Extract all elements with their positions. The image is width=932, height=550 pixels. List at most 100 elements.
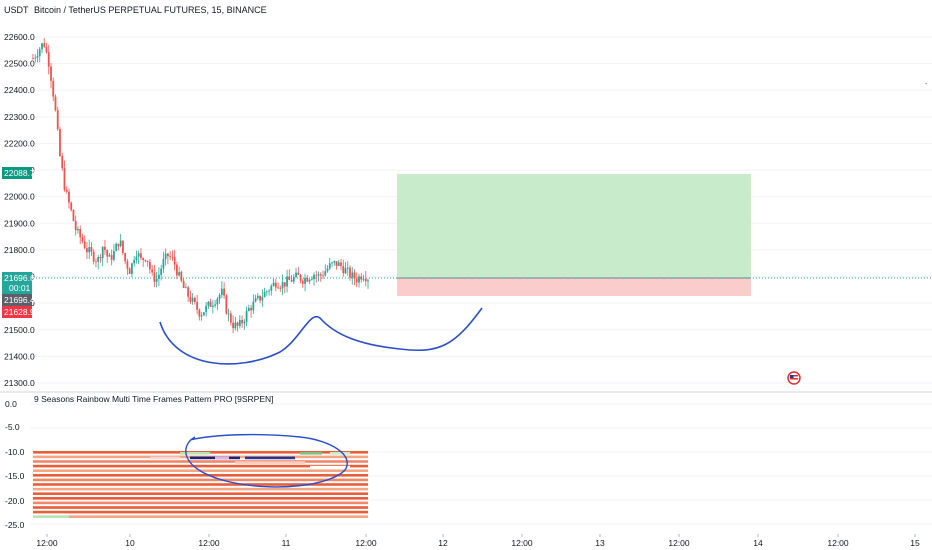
candle-body (331, 262, 333, 264)
candle-body (281, 282, 284, 289)
candle-body (205, 305, 208, 313)
candle-body (310, 279, 313, 280)
candle-body (196, 301, 199, 310)
candle-body (162, 259, 165, 269)
price-tick: 22200.0 (4, 138, 35, 148)
entry-price-label: 21696.4 (2, 294, 35, 306)
candle-body (340, 262, 342, 266)
candle-body (63, 168, 66, 190)
candle-body (274, 282, 277, 288)
indicator-row (33, 460, 368, 463)
candle-body (337, 262, 340, 266)
indicator-accent (330, 452, 350, 455)
candle-body (41, 43, 43, 50)
price-grid (30, 36, 932, 384)
candle-body (254, 298, 257, 302)
candle-body (45, 46, 48, 53)
candle-body (178, 271, 181, 276)
indicator-accent (33, 515, 69, 518)
candle-body (301, 280, 304, 284)
candle-body (295, 272, 297, 278)
candle-body (263, 292, 266, 298)
drawing-curve[interactable] (159, 307, 483, 365)
price-tick: 22000.0 (4, 192, 35, 202)
time-tick: 12:00 (198, 538, 220, 548)
candle-body (169, 256, 172, 257)
indicator-row (33, 497, 368, 500)
candle-body (198, 309, 201, 317)
candle-body (155, 278, 158, 282)
candle-body (290, 279, 293, 282)
candle-body (184, 287, 187, 289)
time-tick: 15 (910, 538, 920, 548)
price-tick: 22600.0 (4, 32, 35, 42)
candle-body (319, 274, 322, 276)
candle-body (88, 247, 91, 253)
candle-body (151, 269, 154, 273)
candle-body (135, 256, 138, 260)
candle-body (110, 255, 113, 260)
indicator-bars (33, 451, 368, 518)
svg-text:21696.4: 21696.4 (4, 295, 35, 305)
candle-body (358, 276, 360, 283)
time-axis[interactable]: 12:00 10 12:00 11 12:00 12 12:00 13 12:00 14 12:00… (36, 534, 920, 548)
loss-zone[interactable] (397, 278, 751, 296)
candle-body (164, 253, 167, 260)
candle-body (126, 261, 129, 269)
svg-text:22088.7: 22088.7 (4, 168, 35, 178)
drawing-ellipse[interactable] (185, 433, 348, 488)
candle-body (106, 250, 109, 257)
candle-body (223, 288, 226, 296)
candle-body (95, 261, 97, 263)
indicator-accent (235, 461, 305, 464)
candle-body (265, 291, 268, 293)
time-tick: 12:00 (36, 538, 58, 548)
indicator-row (33, 510, 368, 514)
candle-body (243, 321, 246, 324)
candle-body (68, 191, 70, 203)
candle-body (56, 110, 59, 130)
candle-body (99, 256, 102, 259)
price-tick: 21900.0 (4, 218, 35, 228)
candle-body (173, 256, 176, 265)
candle-body (171, 256, 174, 258)
candle-body (54, 96, 57, 111)
candle-body (355, 278, 358, 283)
time-tick: 12:00 (511, 538, 533, 548)
candle-body (216, 298, 219, 305)
indicator-grid (30, 403, 932, 525)
price-axis[interactable]: 22600.022500.022400.022300.022200.022100… (4, 32, 35, 388)
candle-body (317, 274, 320, 276)
candle-body (83, 241, 86, 249)
time-tick: 12 (438, 538, 448, 548)
candle-body (245, 310, 248, 322)
currency-label: USDT (4, 5, 29, 15)
candle-body (211, 305, 214, 307)
indicator-accent (300, 452, 322, 455)
candle-body (65, 189, 68, 192)
candle-body (202, 312, 205, 316)
candle-body (304, 277, 306, 284)
stop-price-label: 21628.9 (2, 306, 35, 318)
candle-body (187, 287, 190, 297)
candle-body (117, 243, 120, 247)
candle-body (200, 315, 203, 317)
candle-body (360, 276, 363, 280)
candle-body (297, 272, 300, 275)
indicator-title[interactable]: 9 Seasons Rainbow Multi Time Frames Patt… (34, 394, 274, 404)
us-flag-icon[interactable] (787, 371, 801, 385)
time-tick: 12:00 (668, 538, 690, 548)
candle-body (268, 290, 270, 292)
last-price-label: 21696.6 00:01 (2, 272, 35, 294)
candle-body (241, 319, 243, 324)
indicator-axis[interactable]: 0.0 -5.0 -10.0 -15.0 -20.0 -25.0 (5, 399, 25, 530)
candle-body (353, 272, 356, 279)
candle-body (344, 268, 347, 274)
candle-body (189, 296, 192, 302)
candle-body (72, 209, 75, 221)
candle-body (277, 287, 279, 289)
profit-zone[interactable] (397, 174, 751, 278)
candle-body (59, 129, 61, 156)
symbol-title[interactable]: Bitcoin / TetherUS PERPETUAL FUTURES, 15… (34, 5, 267, 15)
